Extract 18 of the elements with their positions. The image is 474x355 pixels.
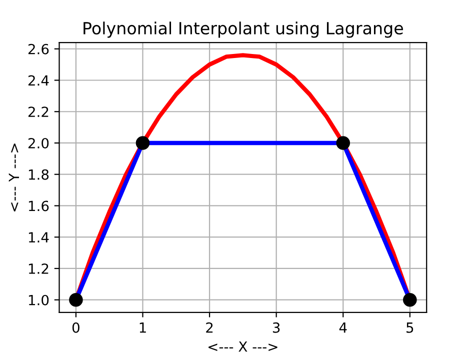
- y-tick-label: 2.0: [28, 138, 49, 148]
- y-tick-label: 2.6: [28, 44, 49, 54]
- y-tick-label: 1.4: [28, 232, 49, 242]
- y-tick-label: 1.6: [28, 200, 49, 212]
- x-tick-label: 3: [272, 322, 280, 333]
- y-tick-label: 1.8: [28, 169, 49, 180]
- y-axis-title: <--- Y --->: [8, 144, 19, 212]
- x-tick-label: 2: [206, 322, 213, 333]
- x-tick-label: 1: [140, 322, 146, 333]
- x-tick-label: 5: [406, 322, 414, 333]
- y-tick-label: 2.4: [28, 75, 49, 86]
- y-tick-label: 1.2: [28, 263, 48, 274]
- x-axis-title: <--- X --->: [208, 342, 278, 352]
- y-tick-label: 2.2: [28, 106, 48, 117]
- chart-title: Polynomial Interpolant using Lagrange: [84, 22, 403, 38]
- x-tick-label: 4: [339, 322, 347, 333]
- x-tick-label: 0: [72, 322, 80, 333]
- y-tick-label: 1.0: [28, 294, 49, 306]
